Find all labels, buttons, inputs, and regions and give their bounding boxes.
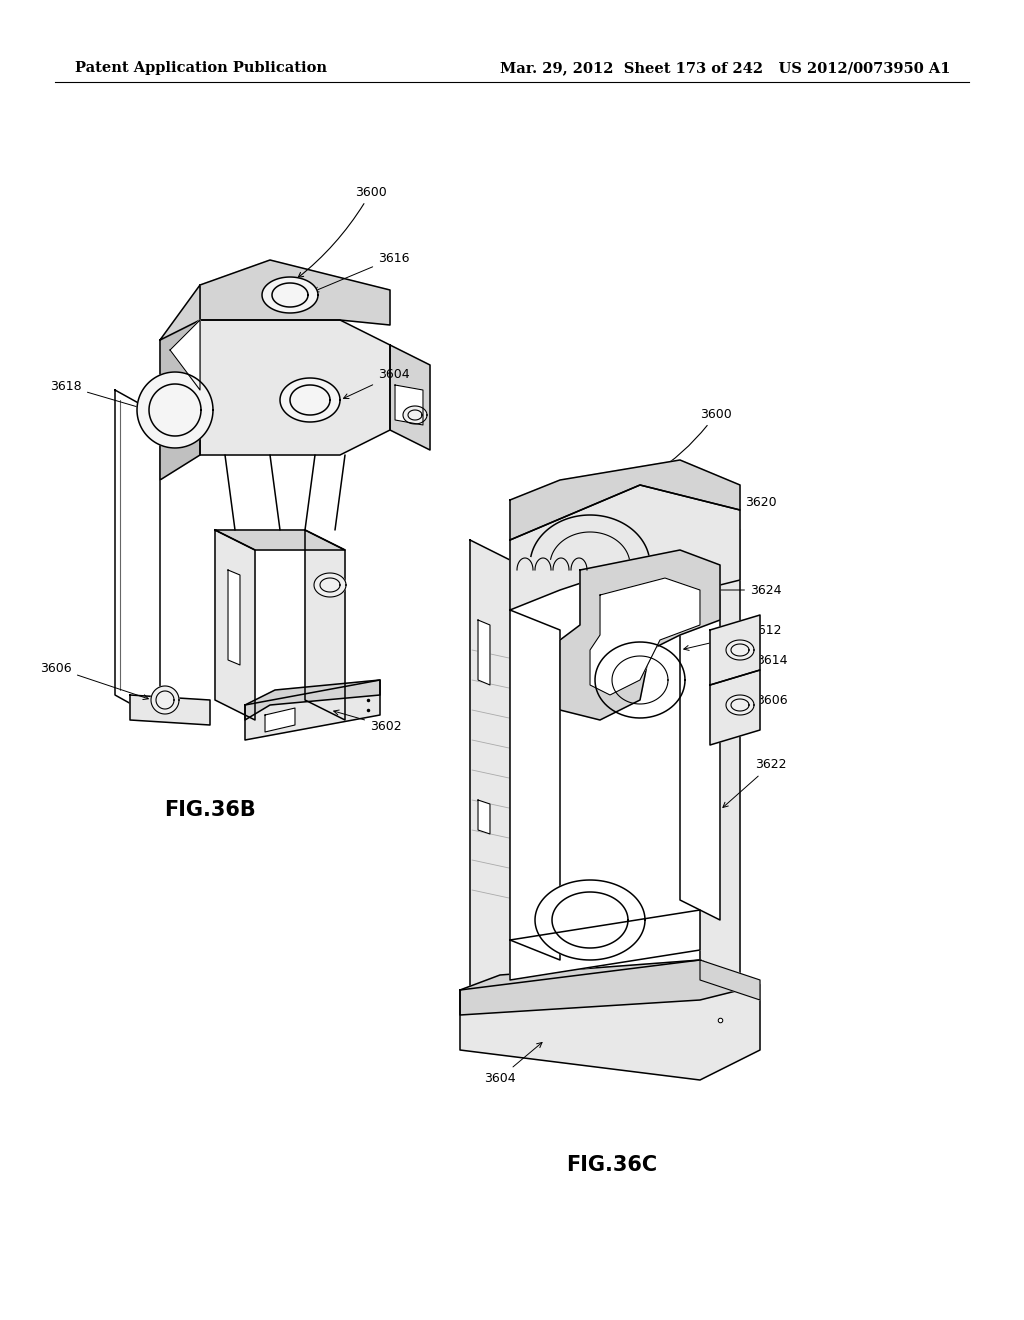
Polygon shape: [590, 578, 700, 696]
Text: 3622: 3622: [723, 759, 786, 808]
Polygon shape: [403, 407, 427, 424]
Polygon shape: [160, 319, 200, 480]
Polygon shape: [200, 260, 390, 325]
Polygon shape: [245, 680, 380, 741]
Text: 3604: 3604: [484, 1043, 542, 1085]
Text: 3604: 3604: [343, 368, 410, 399]
Text: 3602: 3602: [334, 710, 401, 733]
Polygon shape: [265, 708, 295, 733]
Polygon shape: [680, 576, 720, 920]
Polygon shape: [470, 540, 510, 1010]
Polygon shape: [390, 345, 430, 450]
Polygon shape: [726, 696, 754, 715]
Polygon shape: [170, 319, 200, 389]
Polygon shape: [395, 385, 423, 425]
Text: 3612: 3612: [684, 623, 781, 651]
Polygon shape: [137, 372, 213, 447]
Text: 3614: 3614: [724, 648, 787, 667]
Polygon shape: [478, 800, 490, 834]
Polygon shape: [228, 570, 240, 665]
Text: 3616: 3616: [313, 252, 410, 292]
Text: 3624: 3624: [703, 583, 781, 597]
Polygon shape: [314, 573, 346, 597]
Polygon shape: [115, 389, 160, 719]
Polygon shape: [215, 531, 345, 550]
Polygon shape: [262, 277, 318, 313]
Polygon shape: [700, 510, 740, 979]
Polygon shape: [245, 680, 380, 719]
Polygon shape: [535, 880, 645, 960]
Text: 3618: 3618: [50, 380, 144, 411]
Polygon shape: [510, 459, 740, 540]
Polygon shape: [460, 960, 760, 1015]
Polygon shape: [710, 671, 760, 744]
Polygon shape: [460, 960, 760, 1080]
Text: 3606: 3606: [40, 661, 148, 700]
Polygon shape: [510, 484, 740, 610]
Polygon shape: [305, 531, 345, 719]
Polygon shape: [160, 285, 200, 341]
Polygon shape: [700, 960, 760, 1001]
Text: Mar. 29, 2012  Sheet 173 of 242   US 2012/0073950 A1: Mar. 29, 2012 Sheet 173 of 242 US 2012/0…: [500, 61, 950, 75]
Polygon shape: [510, 610, 560, 960]
Text: Patent Application Publication: Patent Application Publication: [75, 61, 327, 75]
Polygon shape: [280, 378, 340, 422]
Polygon shape: [200, 319, 390, 455]
Polygon shape: [510, 909, 700, 979]
Text: 3620: 3620: [703, 496, 776, 510]
Text: 3606: 3606: [724, 693, 787, 706]
Polygon shape: [151, 686, 179, 714]
Polygon shape: [560, 550, 720, 719]
Polygon shape: [726, 640, 754, 660]
Text: 3600: 3600: [653, 408, 732, 474]
Text: FIG.36C: FIG.36C: [566, 1155, 657, 1175]
Polygon shape: [130, 696, 210, 725]
Polygon shape: [710, 615, 760, 685]
Text: FIG.36B: FIG.36B: [164, 800, 256, 820]
Polygon shape: [478, 620, 490, 685]
Polygon shape: [215, 531, 255, 719]
Text: 3600: 3600: [298, 186, 387, 277]
